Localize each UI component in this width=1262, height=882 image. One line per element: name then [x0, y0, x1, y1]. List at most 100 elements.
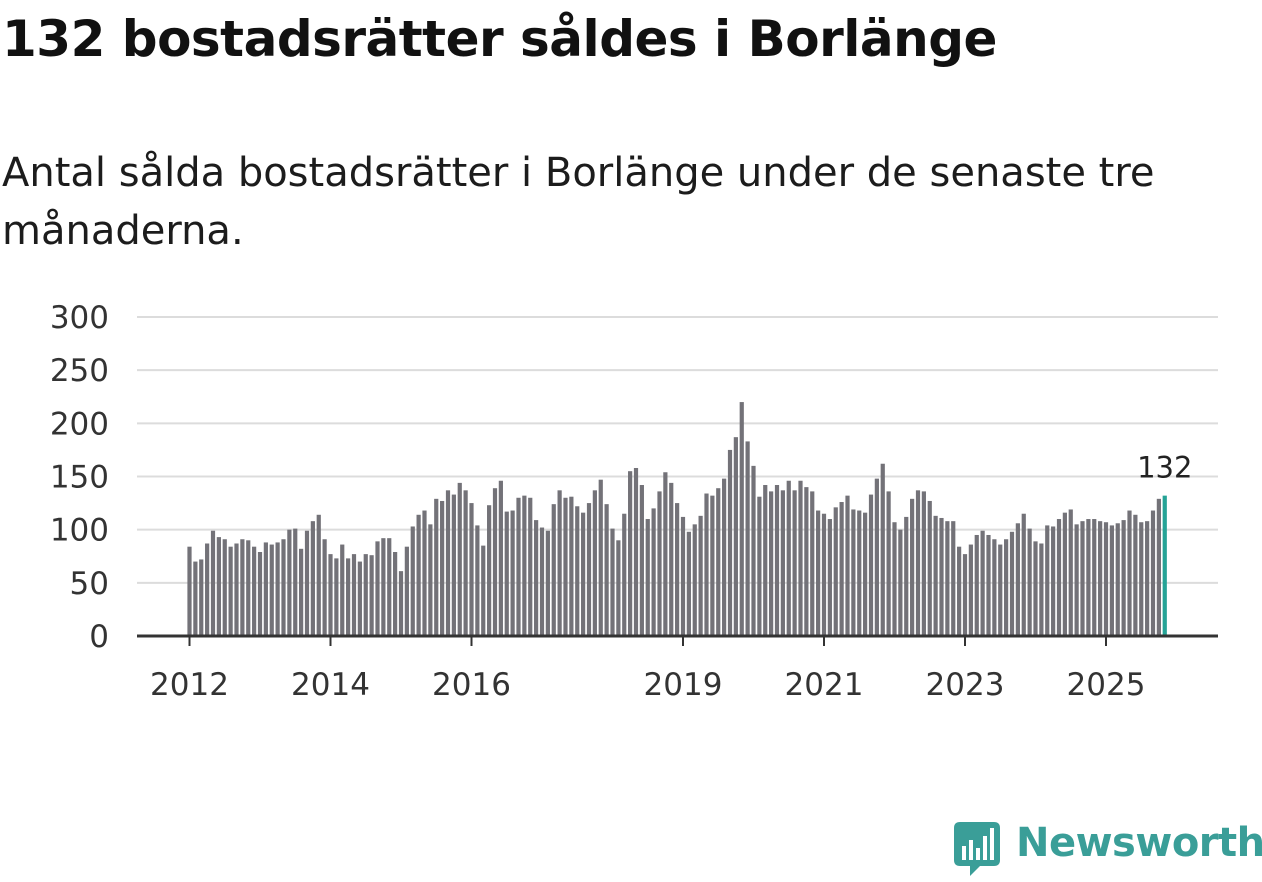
bar	[716, 488, 721, 636]
bar	[422, 510, 427, 636]
bar	[1021, 513, 1026, 636]
bar	[751, 465, 756, 636]
bar	[487, 505, 492, 636]
bar	[281, 539, 286, 636]
bar	[810, 491, 815, 636]
bar	[1109, 525, 1114, 636]
bar	[1115, 523, 1120, 636]
bar	[1145, 521, 1150, 636]
bar	[375, 541, 380, 636]
bar	[1068, 509, 1073, 636]
bar	[504, 511, 509, 636]
x-tick-label: 2014	[291, 667, 370, 703]
chart-subtitle: Antal sålda bostadsrätter i Borlänge und…	[2, 150, 1155, 254]
bar	[704, 493, 709, 636]
y-tick-label: 150	[50, 460, 109, 496]
y-tick-label: 0	[89, 619, 109, 655]
bar	[416, 514, 421, 636]
bar	[1004, 539, 1009, 636]
bar	[299, 548, 304, 636]
bar	[304, 530, 310, 636]
bar	[328, 554, 333, 636]
bar	[592, 490, 597, 636]
bar	[234, 543, 239, 636]
bar	[481, 545, 486, 636]
bar	[557, 490, 562, 636]
bar	[622, 513, 627, 636]
y-tick-label: 300	[50, 300, 109, 336]
bar	[445, 490, 451, 636]
bar	[874, 478, 879, 636]
x-tick-label: 2019	[644, 667, 723, 703]
x-tick-label: 2016	[432, 667, 511, 703]
bar	[863, 512, 868, 636]
y-axis-labels: 0 50 100 150 200 250 300	[50, 300, 109, 655]
bar	[827, 519, 832, 636]
bar	[334, 558, 339, 636]
bar	[951, 521, 956, 636]
bar	[275, 542, 280, 636]
bar	[569, 496, 574, 636]
bar	[698, 515, 703, 636]
bar	[910, 498, 915, 636]
bar	[346, 558, 351, 636]
bar	[939, 517, 944, 636]
bar	[763, 485, 768, 636]
bar	[633, 467, 639, 636]
bar	[528, 497, 533, 636]
bar	[369, 555, 374, 636]
bar	[545, 530, 550, 636]
bar	[904, 516, 909, 636]
bar	[1092, 519, 1097, 636]
bar	[1086, 519, 1091, 636]
bar	[651, 508, 656, 636]
bar	[463, 490, 468, 636]
bar	[387, 538, 392, 636]
bar	[733, 437, 738, 636]
bar	[986, 534, 991, 636]
bar	[722, 478, 727, 636]
bar	[927, 500, 932, 636]
bar	[645, 519, 650, 636]
bar	[575, 506, 580, 636]
y-tick-label: 100	[50, 513, 109, 549]
bar	[498, 480, 503, 636]
x-tick-label: 2025	[1067, 667, 1146, 703]
bar	[539, 527, 545, 636]
bar	[686, 531, 691, 636]
bar	[1150, 510, 1156, 636]
bar	[522, 495, 527, 636]
bar	[381, 538, 386, 636]
bar	[428, 524, 433, 636]
bar	[263, 542, 268, 636]
bar	[451, 494, 456, 636]
bar	[680, 516, 686, 636]
bar	[839, 502, 844, 636]
bar	[340, 544, 345, 636]
bar	[692, 524, 697, 636]
y-tick-label: 200	[50, 406, 109, 442]
bar	[1045, 525, 1050, 636]
bar	[933, 515, 938, 636]
x-tick-label: 2012	[150, 667, 229, 703]
bar	[393, 552, 398, 636]
bar	[469, 503, 474, 636]
bar	[581, 512, 586, 636]
y-tick-label: 50	[70, 566, 109, 602]
bar	[492, 488, 498, 636]
bar	[1103, 522, 1109, 636]
bar	[1133, 514, 1138, 636]
bar	[774, 485, 780, 636]
bar	[434, 498, 439, 636]
bar	[586, 503, 592, 636]
bar	[310, 521, 315, 636]
x-tick-label: 2021	[785, 667, 864, 703]
bar	[1080, 521, 1085, 636]
bar	[228, 546, 233, 636]
bar	[1156, 498, 1161, 636]
bar	[786, 480, 791, 636]
bar-latest	[1162, 495, 1167, 636]
bar	[915, 490, 921, 636]
bar	[628, 471, 633, 636]
bar	[1127, 510, 1132, 636]
